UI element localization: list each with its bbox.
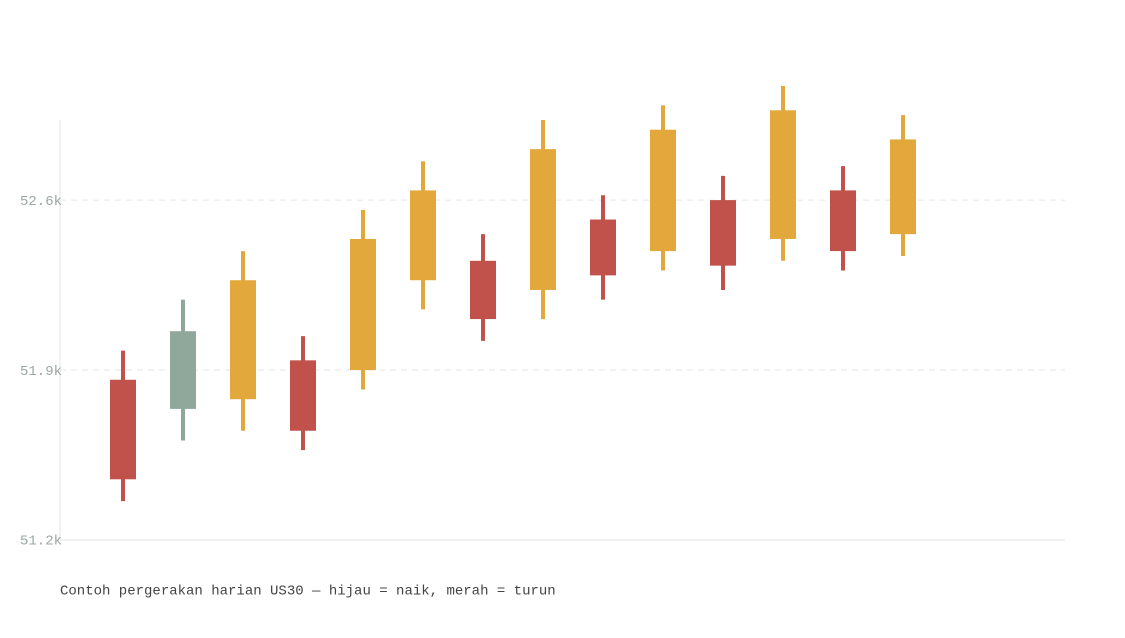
- candle-body: [830, 190, 856, 252]
- y-tick-label: 51.2k: [20, 534, 62, 550]
- y-tick-label: 52.6k: [20, 194, 62, 210]
- candle-body: [710, 200, 736, 266]
- candle-body: [530, 149, 556, 290]
- candle-body: [770, 110, 796, 239]
- candle-body: [470, 260, 496, 320]
- candle-body: [230, 280, 256, 400]
- candle-body: [290, 360, 316, 431]
- candle-body: [890, 139, 916, 235]
- candle-body: [350, 238, 376, 371]
- candle-body: [590, 219, 616, 276]
- caption: Contoh pergerakan harian US30 — hijau = …: [60, 584, 556, 600]
- candle-body: [170, 331, 196, 409]
- candle-body: [410, 190, 436, 281]
- candle-body: [110, 379, 136, 480]
- y-tick-label: 51.9k: [20, 364, 62, 380]
- candle-body: [650, 129, 676, 252]
